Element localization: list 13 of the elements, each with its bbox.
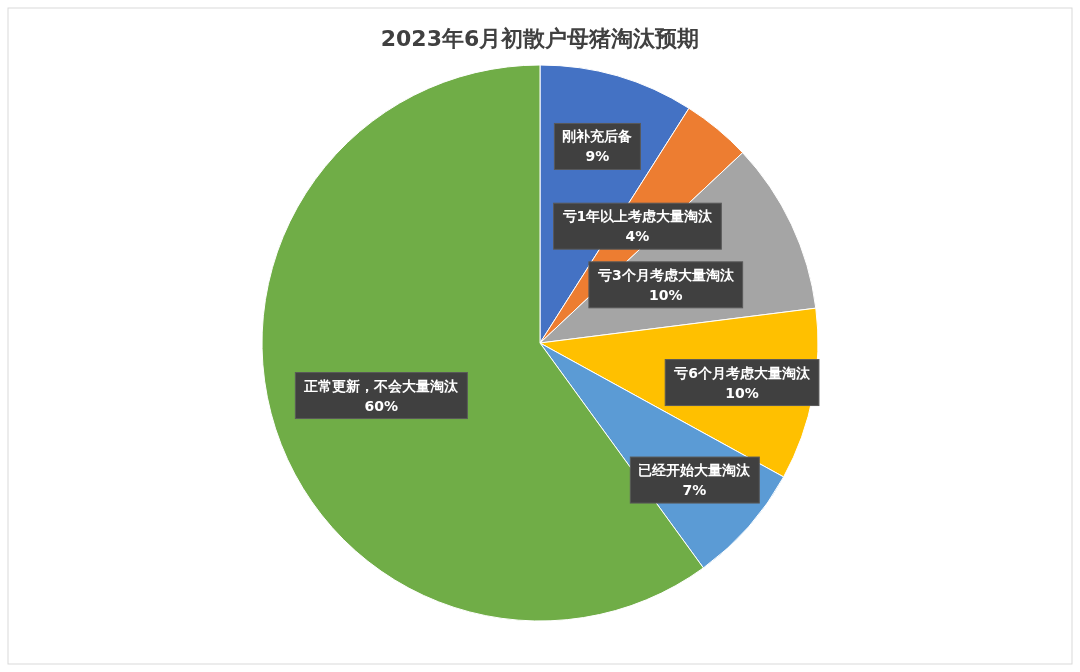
slice-label: 正常更新，不会大量淘汰 xyxy=(303,377,460,394)
data-label: 60% xyxy=(364,397,399,414)
slice-label: 亏3个月考虑大量淘汰 xyxy=(596,266,735,283)
data-label: 4% xyxy=(625,228,650,245)
data-label: 10% xyxy=(725,384,759,401)
slice-label: 亏1年以上考虑大量淘汰 xyxy=(561,208,714,225)
data-label: 10% xyxy=(649,286,683,303)
slice-label: 已经开始大量淘汰 xyxy=(638,462,752,479)
slice-label: 亏6个月考虑大量淘汰 xyxy=(673,364,811,381)
data-label: 9% xyxy=(585,148,610,165)
chart-title: 2023年6月初散户母猪淘汰预期 xyxy=(380,26,700,51)
data-label: 7% xyxy=(682,482,707,499)
slice-label: 刚补充后备 xyxy=(562,128,633,145)
